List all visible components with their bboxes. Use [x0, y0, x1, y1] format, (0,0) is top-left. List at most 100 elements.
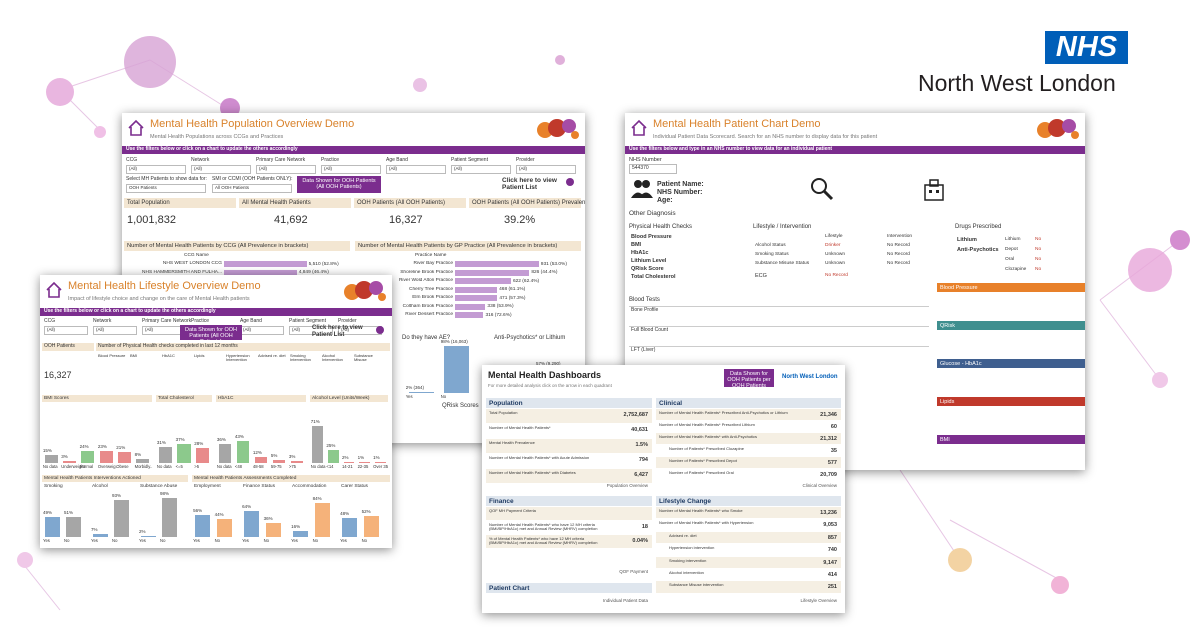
column-bar [314, 503, 330, 537]
value-label: 43% [234, 433, 244, 439]
column-header: Lifestyle [825, 234, 843, 239]
row-value: 794 [638, 457, 648, 463]
filter-dropdown[interactable]: (All) [240, 326, 284, 335]
column-bar [363, 516, 379, 537]
row-label: River Wold Alton Practice [398, 278, 453, 283]
category-label: No [263, 538, 269, 543]
row-background [486, 424, 652, 438]
value-label: 21% [116, 445, 126, 451]
category-label: Underweight [61, 464, 85, 469]
column-bar [162, 497, 177, 537]
row-value: 6,427 [634, 472, 648, 478]
filter-dropdown[interactable]: (All) [93, 326, 137, 335]
filter-label: Age Band [240, 318, 262, 324]
smi-dropdown[interactable]: All OOH Patients [212, 184, 292, 193]
value-label: 7% [91, 527, 98, 533]
category-label: Over 35 [373, 464, 389, 469]
row-bar [224, 269, 297, 276]
drug-name: Oral [1005, 257, 1015, 262]
section-footer[interactable]: QOF Payment [619, 569, 648, 574]
row-value: 60 [830, 424, 837, 430]
column-bar [218, 444, 232, 463]
row-label: Coltham Brook Practice [402, 303, 453, 309]
data-shown-button[interactable]: Data Shown for OOH Patients per OOH Pati… [724, 369, 774, 389]
section-footer[interactable]: Population Overview [606, 483, 648, 488]
filter-value: (All) [519, 165, 527, 171]
column-bar [290, 461, 304, 463]
home-icon [128, 119, 144, 136]
drug-name: Clozapine [1005, 267, 1027, 272]
kpi-header: All Mental Health Patients [239, 198, 351, 208]
column-bar [141, 536, 156, 537]
row-label: NHS WEST LONDON CCG [162, 261, 222, 266]
kpi-value: 39.2% [504, 214, 536, 226]
row-label: Number of Mental Health Patients* Prescr… [659, 422, 755, 427]
filter-dropdown[interactable]: (All) [256, 165, 316, 174]
kpi-label: Total Population [127, 200, 170, 206]
patient-field: Age: [657, 197, 673, 204]
row-value: 931 (53.0%) [540, 261, 567, 267]
section-header: Population [486, 398, 652, 408]
column-bar [374, 462, 386, 463]
blood-test-row [629, 346, 929, 366]
column-bar [93, 534, 108, 537]
select-dropdown[interactable]: OOH Patients [126, 184, 206, 193]
category-label: Yes [43, 538, 50, 543]
row-value: 20,709 [820, 472, 837, 478]
link-arrow[interactable] [376, 326, 384, 334]
section-footer[interactable]: Individual Patient Data [602, 598, 648, 603]
chart-title: HbA1C [218, 396, 234, 401]
window-subtitle: Individual Patient Data Scorecard. Searc… [653, 134, 878, 140]
filter-dropdown[interactable]: (All) [191, 165, 251, 174]
value-label: 1% [373, 455, 380, 461]
value-label: 93% [112, 492, 122, 498]
filter-label: Network [93, 318, 112, 324]
filter-dropdown[interactable]: (All) [126, 165, 186, 174]
drug-status: No [1035, 247, 1042, 252]
check-item: Lithium Level [631, 258, 667, 264]
row-background [486, 439, 652, 453]
row-value: 577 [827, 460, 837, 466]
filter-dropdown[interactable]: (All) [386, 165, 446, 174]
row-label: Number of Patients* Prescribed Clozapine [669, 446, 744, 451]
data-shown-button[interactable]: Data Shown for OOH Patients (All OOH Pat… [180, 325, 242, 345]
window-title: Mental Health Dashboards [488, 370, 602, 380]
column-bar [359, 462, 371, 463]
data-shown-button[interactable]: Data Shown for OOH Patients (All OOH Pat… [297, 176, 381, 193]
filter-label: CCG [44, 318, 56, 324]
row-bar [455, 261, 539, 267]
filter-dropdown[interactable]: (All) [321, 165, 381, 174]
home-icon [46, 281, 62, 298]
nhs-input[interactable]: 544370 [629, 164, 677, 174]
value-label: 23% [97, 444, 107, 450]
chart-title: QRisk Scores [442, 403, 479, 409]
column-bar [195, 514, 211, 537]
link-arrow[interactable] [566, 178, 574, 186]
value-label: 51% [64, 509, 74, 515]
dash-logo: North West London [782, 374, 838, 380]
value-label: 52% [361, 509, 371, 515]
value-label: 5% [270, 453, 278, 459]
category-label: >75 [288, 464, 296, 469]
patient-list-link[interactable]: Click here to view Patient List [502, 177, 557, 192]
checks-column: HbA1C [162, 353, 175, 358]
section-footer[interactable]: Lifestyle Overview [800, 598, 837, 603]
column-bar [236, 440, 250, 463]
value-label: 28% [194, 441, 204, 447]
row-background [486, 454, 652, 468]
checks-column: Hypertension Intervention [226, 353, 250, 363]
patient-list-link[interactable]: Click here to view Patient List [312, 325, 363, 338]
checks-column: Alcohol Intervention [322, 353, 343, 363]
filter-dropdown[interactable]: (All) [289, 326, 333, 335]
result-panel-header: Lipids [937, 397, 1085, 406]
row-label: Substance Misuse intervention [669, 582, 724, 588]
value-label: 12% [252, 449, 262, 455]
filter-dropdown[interactable]: (All) [44, 326, 88, 335]
column-bar [177, 443, 191, 463]
filter-dropdown[interactable]: (All) [451, 165, 511, 174]
header-logo [344, 281, 386, 301]
row-value: 414 [827, 572, 837, 578]
row-background [656, 556, 841, 568]
section-footer[interactable]: Clinical Overview [802, 483, 837, 488]
filter-dropdown[interactable]: (All) [516, 165, 576, 174]
